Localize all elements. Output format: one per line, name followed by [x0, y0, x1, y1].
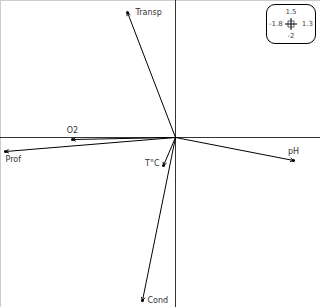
- svg-text:pH: pH: [288, 147, 299, 156]
- html-text:1.5: 1.5: [285, 8, 297, 16]
- svg-text:T°C: T°C: [144, 159, 160, 168]
- svg-text:Transp: Transp: [135, 8, 162, 17]
- svg-text:Prof: Prof: [6, 155, 22, 164]
- html-text:1.3: 1.3: [301, 20, 313, 28]
- html-text:-2: -2: [287, 32, 295, 40]
- svg-text:Cond: Cond: [148, 296, 169, 305]
- html-text:-1.8: -1.8: [269, 20, 283, 28]
- svg-text:O2: O2: [67, 126, 78, 135]
